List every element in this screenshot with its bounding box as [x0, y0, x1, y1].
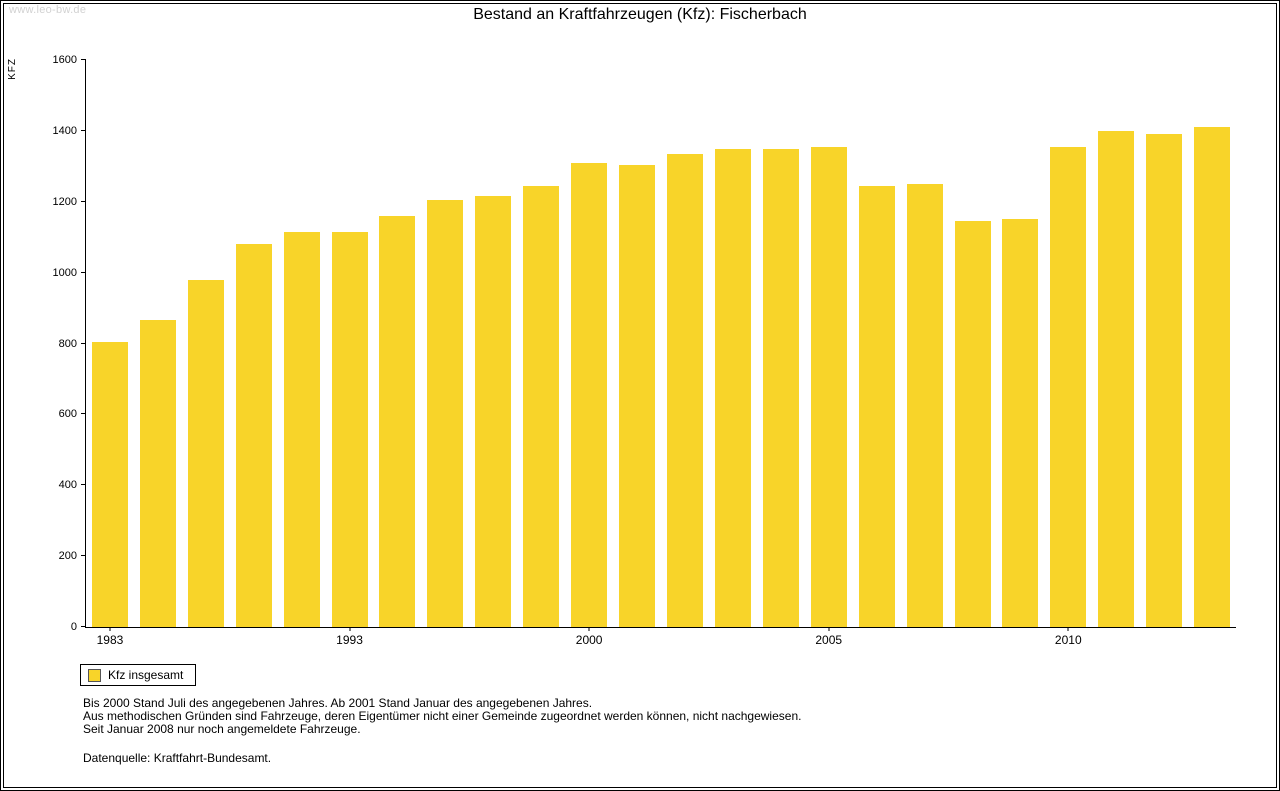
- bar-2002: [667, 153, 704, 627]
- y-axis-label: KFZ: [7, 58, 18, 80]
- legend-swatch-icon: [88, 668, 101, 682]
- bar-slot: [326, 60, 374, 627]
- bar-1998: [475, 196, 512, 627]
- footnote-line: Aus methodischen Gründen sind Fahrzeuge,…: [83, 709, 802, 723]
- y-tick-mark: [81, 484, 86, 486]
- x-tick-mark: [109, 627, 111, 631]
- y-tick-mark: [81, 59, 86, 60]
- x-tick-label: 1993: [336, 633, 363, 647]
- bar-2004: [762, 148, 799, 627]
- y-tick-label: 400: [58, 479, 77, 492]
- bar-slot: [469, 60, 517, 627]
- footnote-line: Bis 2000 Stand Juli des angegebenen Jahr…: [83, 696, 593, 710]
- y-tick-mark: [81, 200, 86, 202]
- bar-slot: [1140, 60, 1188, 627]
- bar-slot: [517, 60, 565, 627]
- bar-1997: [427, 199, 464, 627]
- y-tick-label: 1200: [52, 195, 77, 208]
- bar-1983: [91, 341, 128, 627]
- bar-slot: [421, 60, 469, 627]
- y-tick-mark: [81, 413, 86, 415]
- x-tick-mark: [349, 627, 351, 631]
- bar-2007: [906, 184, 943, 627]
- y-tick-label: 200: [58, 550, 77, 563]
- bar-2003: [714, 148, 751, 627]
- bar-2011: [1098, 130, 1135, 627]
- bar-2013: [1194, 127, 1231, 627]
- bar-slot: [374, 60, 422, 627]
- y-tick-label: 1000: [52, 266, 77, 279]
- x-tick-label: 1983: [96, 633, 124, 647]
- bar-slot: [757, 60, 805, 627]
- y-tick-label: 1400: [52, 124, 77, 137]
- bar-2009: [1002, 219, 1039, 627]
- data-source: Datenquelle: Kraftfahrt-Bundesamt.: [83, 751, 272, 765]
- bar-slot: [182, 60, 230, 627]
- footnotes: Bis 2000 Stand Juli des angegebenen Jahr…: [83, 697, 801, 765]
- y-tick-mark: [81, 626, 86, 627]
- y-tick-label: 0: [70, 621, 77, 633]
- bar-1993: [331, 231, 368, 627]
- chart-title: Bestand an Kraftfahrzeugen (Kfz): Fische…: [473, 6, 807, 23]
- bar-slot: [709, 60, 757, 627]
- bar-2008: [954, 221, 991, 627]
- bar-1999: [523, 185, 560, 627]
- bar-slot: [853, 60, 901, 627]
- bar-2005: [810, 146, 847, 627]
- bar-2012: [1146, 134, 1183, 627]
- y-tick-mark: [81, 555, 86, 557]
- bar-slot: [1092, 60, 1140, 627]
- y-tick-label: 600: [58, 408, 77, 421]
- bar-1989: [235, 244, 272, 627]
- legend: Kfz insgesamt: [80, 664, 197, 686]
- x-tick-mark: [1067, 627, 1069, 631]
- bar-2010: [1050, 146, 1087, 627]
- y-tick-label: 800: [58, 337, 77, 350]
- x-tick-label: 2005: [815, 633, 843, 647]
- y-tick-mark: [81, 129, 86, 131]
- bar-slot: [661, 60, 709, 627]
- x-tick-mark: [588, 627, 590, 631]
- bar-2001: [619, 164, 656, 627]
- bar-slot: [613, 60, 661, 627]
- bar-1987: [187, 279, 224, 627]
- x-tick-mark: [828, 627, 830, 631]
- watermark: www.leo-bw.de: [9, 4, 87, 16]
- bar-series: [86, 60, 1236, 627]
- x-tick-label: 2000: [575, 633, 603, 647]
- bar-1995: [379, 215, 416, 627]
- footnote-line: Seit Januar 2008 nur noch angemeldete Fa…: [83, 722, 361, 736]
- y-tick-mark: [81, 342, 86, 344]
- bar-2000: [571, 162, 608, 627]
- bar-2006: [858, 185, 895, 627]
- bar-slot: [86, 60, 134, 627]
- bar-1991: [283, 231, 320, 627]
- bar-slot: [997, 60, 1045, 627]
- y-tick-mark: [81, 271, 86, 273]
- bar-slot: [805, 60, 853, 627]
- x-tick-label: 2010: [1054, 633, 1082, 647]
- legend-label: Kfz insgesamt: [108, 668, 184, 682]
- plot-area: 0 200 400 600 800 1000 1200 1400 1600 1983 1993 20…: [53, 54, 1236, 647]
- bar-slot: [230, 60, 278, 627]
- bar-1985: [139, 320, 176, 627]
- bar-slot: [901, 60, 949, 627]
- bar-slot: [949, 60, 997, 627]
- bar-slot: [1188, 60, 1236, 627]
- bar-slot: [134, 60, 182, 627]
- bar-slot: [1044, 60, 1092, 627]
- y-tick-label: 1600: [52, 54, 77, 66]
- bar-slot: [278, 60, 326, 627]
- bar-slot: [565, 60, 613, 627]
